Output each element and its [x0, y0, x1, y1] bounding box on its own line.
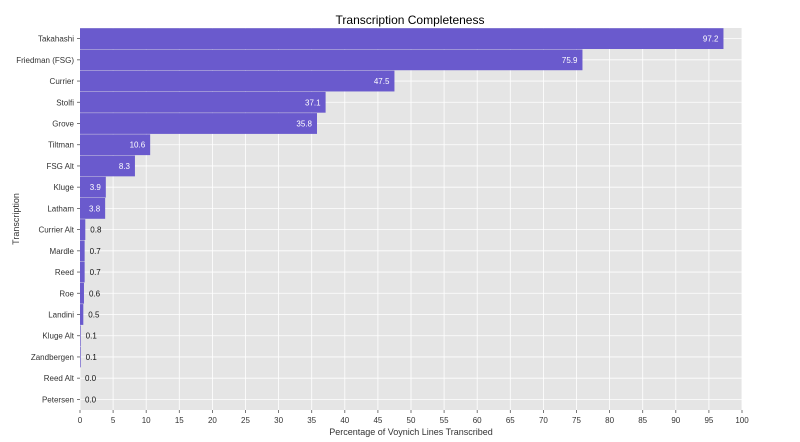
bar — [80, 304, 84, 325]
x-tick-label: 20 — [208, 416, 217, 425]
bar — [80, 282, 84, 304]
x-tick-label: 25 — [241, 416, 250, 425]
bar-value-label: 8.3 — [119, 162, 131, 171]
x-tick-label: 5 — [111, 416, 116, 425]
bar-value-label: 0.0 — [85, 374, 97, 383]
bar-value-label: 10.6 — [130, 141, 146, 150]
y-axis-label: Transcription — [11, 193, 21, 245]
x-tick-label: 55 — [440, 416, 449, 425]
bar — [80, 91, 326, 113]
bar-value-label: 0.1 — [86, 332, 98, 341]
category-label: Friedman (FSG) — [16, 56, 74, 65]
x-tick-label: 15 — [175, 416, 184, 425]
chart-title: Transcription Completeness — [336, 13, 485, 27]
category-label: Currier Alt — [38, 226, 74, 235]
x-tick-label: 90 — [671, 416, 680, 425]
category-labels: Takahashi Friedman (FSG) Currier Stolfi Grov… — [16, 35, 80, 404]
x-tick-label: 95 — [704, 416, 713, 425]
category-label: Petersen — [42, 395, 74, 404]
x-axis-ticks: 0 5 10 15 20 25 30 35 40 45 50 55 60 65 70 75 80 85 90 95 10… — [78, 410, 749, 425]
category-label: Kluge — [54, 183, 75, 192]
x-tick-label: 85 — [638, 416, 647, 425]
x-tick-label: 35 — [307, 416, 316, 425]
bar — [80, 49, 583, 71]
bars: 97.2 75.9 47.5 37.1 35.8 10.6 8.3 3.9 3.8 0.8 0.7 0… — [80, 28, 724, 404]
bar — [80, 325, 81, 347]
bar — [80, 346, 81, 368]
x-tick-label: 75 — [572, 416, 581, 425]
bar — [80, 134, 151, 156]
category-label: Tiltman — [48, 141, 74, 150]
x-tick-label: 45 — [373, 416, 382, 425]
category-label: Reed Alt — [44, 374, 75, 383]
bar-value-label: 47.5 — [374, 77, 390, 86]
category-label: Grove — [52, 120, 74, 129]
category-label: Latham — [47, 204, 74, 213]
bar — [80, 176, 106, 198]
category-label: Landini — [48, 311, 74, 320]
category-label: Reed — [55, 268, 74, 277]
x-tick-label: 60 — [473, 416, 482, 425]
category-label: Stolfi — [56, 98, 74, 107]
bar-value-label: 0.1 — [86, 353, 98, 362]
category-label: Currier — [50, 77, 75, 86]
bar — [80, 219, 86, 241]
x-tick-label: 65 — [506, 416, 515, 425]
bar-value-label: 97.2 — [703, 35, 719, 44]
bar — [80, 240, 85, 262]
x-axis-label: Percentage of Voynich Lines Transcribed — [329, 427, 493, 437]
x-tick-label: 70 — [539, 416, 548, 425]
bar-value-label: 35.8 — [296, 120, 312, 129]
bar-value-label: 0.7 — [90, 268, 102, 277]
x-tick-label: 40 — [340, 416, 349, 425]
bar — [80, 70, 395, 92]
x-tick-label: 10 — [142, 416, 151, 425]
bar-value-label: 3.9 — [90, 183, 102, 192]
bar-value-label: 0.7 — [90, 247, 102, 256]
bar-value-label: 37.1 — [305, 98, 321, 107]
bar-value-label: 0.6 — [89, 289, 101, 298]
x-tick-label: 30 — [274, 416, 283, 425]
bar — [80, 113, 317, 134]
x-tick-label: 50 — [407, 416, 416, 425]
category-label: FSG Alt — [46, 162, 74, 171]
x-tick-label: 100 — [735, 416, 749, 425]
category-label: Zandbergen — [31, 353, 74, 362]
category-label: Takahashi — [38, 35, 74, 44]
category-label: Roe — [59, 289, 74, 298]
bar — [80, 261, 85, 283]
bar-value-label: 0.0 — [85, 395, 97, 404]
bar-value-label: 0.8 — [90, 226, 102, 235]
x-tick-label: 80 — [605, 416, 614, 425]
x-tick-label: 0 — [78, 416, 83, 425]
bar — [80, 28, 724, 50]
bar-value-label: 75.9 — [562, 56, 578, 65]
bar — [80, 197, 106, 219]
bar-value-label: 0.5 — [88, 311, 100, 320]
category-label: Kluge Alt — [42, 332, 74, 341]
bar — [80, 155, 135, 177]
category-label: Mardle — [50, 247, 75, 256]
bar-value-label: 3.8 — [89, 204, 101, 213]
